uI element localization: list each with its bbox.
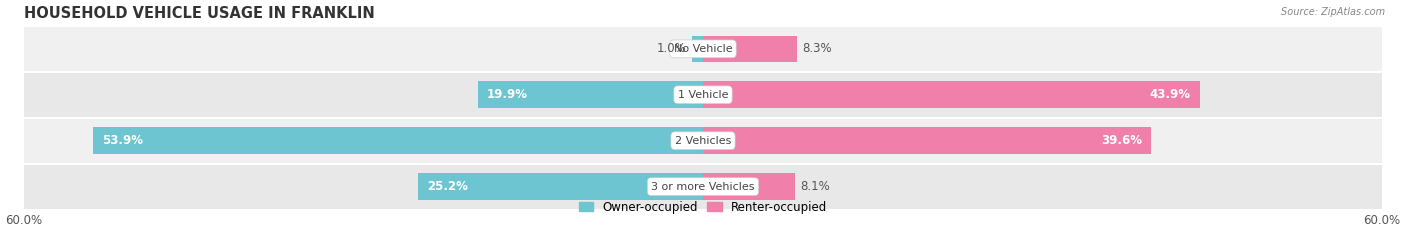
Text: 53.9%: 53.9%: [103, 134, 143, 147]
Text: 43.9%: 43.9%: [1150, 88, 1191, 101]
Bar: [703, 36, 797, 62]
Text: 3 or more Vehicles: 3 or more Vehicles: [651, 182, 755, 192]
Text: 8.3%: 8.3%: [803, 42, 832, 55]
Text: 1.0%: 1.0%: [657, 42, 686, 55]
Text: HOUSEHOLD VEHICLE USAGE IN FRANKLIN: HOUSEHOLD VEHICLE USAGE IN FRANKLIN: [24, 6, 375, 21]
Bar: [703, 173, 794, 200]
Bar: [24, 72, 1382, 118]
Bar: [418, 173, 703, 200]
Text: 2 Vehicles: 2 Vehicles: [675, 136, 731, 146]
Bar: [703, 127, 1152, 154]
Bar: [478, 82, 703, 108]
Text: 39.6%: 39.6%: [1101, 134, 1142, 147]
Text: No Vehicle: No Vehicle: [673, 44, 733, 54]
Bar: [24, 164, 1382, 209]
Text: Source: ZipAtlas.com: Source: ZipAtlas.com: [1281, 7, 1385, 17]
Bar: [24, 26, 1382, 72]
Text: 8.1%: 8.1%: [800, 180, 830, 193]
Text: 19.9%: 19.9%: [486, 88, 527, 101]
Text: 1 Vehicle: 1 Vehicle: [678, 90, 728, 100]
Bar: [93, 127, 703, 154]
Bar: [692, 36, 703, 62]
Legend: Owner-occupied, Renter-occupied: Owner-occupied, Renter-occupied: [574, 196, 832, 218]
Bar: [703, 82, 1199, 108]
Bar: [24, 118, 1382, 164]
Text: 25.2%: 25.2%: [427, 180, 468, 193]
